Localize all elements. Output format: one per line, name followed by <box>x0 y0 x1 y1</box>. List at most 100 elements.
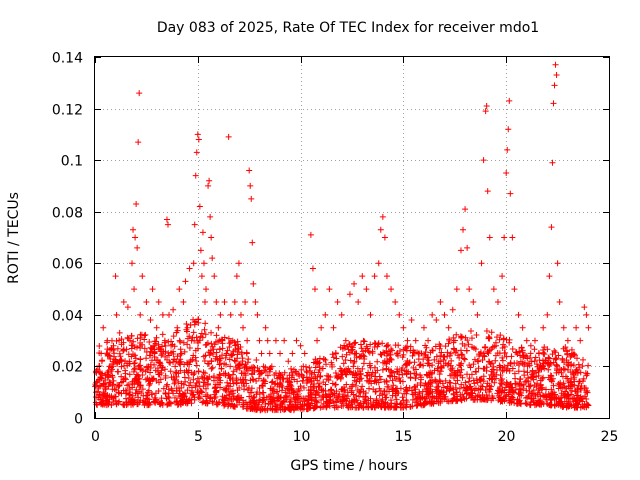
density-point <box>193 362 200 369</box>
density-point <box>171 394 178 401</box>
density-point <box>492 357 499 364</box>
density-point <box>365 397 372 404</box>
density-point <box>364 373 371 380</box>
density-point <box>139 386 146 393</box>
density-point <box>375 341 382 348</box>
density-point <box>314 358 321 365</box>
density-point <box>208 358 215 365</box>
density-point <box>392 392 399 399</box>
roti-point <box>231 298 238 305</box>
roti-point <box>408 317 415 324</box>
density-point <box>94 366 101 373</box>
x-axis-label: GPS time / hours <box>290 458 407 474</box>
density-point <box>156 359 163 366</box>
density-point <box>472 385 479 392</box>
density-point <box>562 388 569 395</box>
density-point <box>436 377 443 384</box>
density-point <box>416 362 423 369</box>
density-point <box>493 366 500 373</box>
roti-point <box>548 224 555 231</box>
roti-point <box>281 337 288 344</box>
density-point <box>96 343 103 350</box>
roti-point <box>285 358 292 365</box>
density-point <box>294 378 301 385</box>
density-point <box>515 361 522 368</box>
roti-point <box>484 188 491 195</box>
roti-point <box>209 255 216 262</box>
density-point <box>335 373 342 380</box>
density-point <box>531 370 538 377</box>
density-point <box>96 362 103 369</box>
density-point <box>394 385 401 392</box>
density-point <box>330 354 337 361</box>
density-point <box>396 348 403 355</box>
density-point <box>540 400 547 407</box>
density-point <box>574 355 581 362</box>
density-point <box>470 377 477 384</box>
density-point <box>546 355 553 362</box>
density-point <box>118 341 125 348</box>
x-tick-label: 10 <box>293 429 311 445</box>
density-point <box>412 375 419 382</box>
density-point <box>223 361 230 368</box>
density-point <box>109 374 116 381</box>
density-point <box>536 365 543 372</box>
roti-point <box>174 324 181 331</box>
density-point <box>242 361 249 368</box>
roti-point <box>191 221 198 228</box>
density-point <box>200 379 207 386</box>
density-point <box>177 338 184 345</box>
density-point <box>137 331 144 338</box>
roti-point <box>126 337 133 344</box>
density-point <box>319 365 326 372</box>
density-point <box>127 394 134 401</box>
density-point <box>288 365 295 372</box>
density-point <box>281 369 288 376</box>
density-point <box>105 383 112 390</box>
density-point <box>481 365 488 372</box>
density-point <box>389 347 396 354</box>
density-point <box>447 372 454 379</box>
density-point <box>385 348 392 355</box>
density-point <box>110 353 117 360</box>
density-point <box>548 378 555 385</box>
density-point <box>517 382 524 389</box>
density-point <box>520 385 527 392</box>
density-point <box>508 393 515 400</box>
density-point <box>137 382 144 389</box>
density-point <box>300 384 307 391</box>
density-point <box>393 388 400 395</box>
density-point <box>575 382 582 389</box>
density-point <box>359 383 366 390</box>
density-point <box>429 369 436 376</box>
density-point <box>332 370 339 377</box>
density-point <box>110 377 117 384</box>
density-point <box>553 365 560 372</box>
density-point <box>524 394 531 401</box>
density-point <box>204 400 211 407</box>
density-point <box>445 385 452 392</box>
density-point <box>569 381 576 388</box>
density-point <box>241 370 248 377</box>
density-point <box>201 374 208 381</box>
density-point <box>573 392 580 399</box>
density-point <box>208 365 215 372</box>
roti-point <box>464 244 471 251</box>
density-point <box>308 370 315 377</box>
density-point <box>579 362 586 369</box>
density-point <box>453 389 460 396</box>
density-point <box>235 349 242 356</box>
density-point <box>109 386 116 393</box>
density-point <box>131 360 138 367</box>
density-point <box>215 338 222 345</box>
density-point <box>396 374 403 381</box>
density-point <box>398 367 405 374</box>
density-point <box>573 401 580 408</box>
roti-point <box>256 337 263 344</box>
density-point <box>361 338 368 345</box>
density-point <box>134 381 141 388</box>
density-point <box>239 376 246 383</box>
density-point <box>551 402 558 409</box>
density-point <box>224 379 231 386</box>
density-point <box>487 386 494 393</box>
